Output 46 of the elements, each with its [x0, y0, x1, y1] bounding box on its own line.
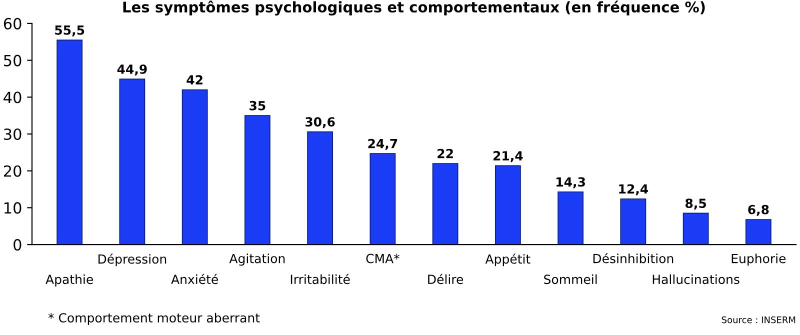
bar [432, 163, 458, 245]
data-label: 44,9 [117, 64, 147, 76]
data-label: 6,8 [748, 204, 769, 216]
source-note: Source : INSERM [722, 316, 796, 324]
data-label: 21,4 [494, 151, 523, 162]
data-label: 24,7 [368, 138, 398, 150]
x-tick-label: Appétit [485, 254, 530, 266]
data-label: 42 [186, 75, 202, 84]
x-tick-label: Anxiété [171, 274, 218, 284]
x-tick-label: Irritabilité [290, 274, 350, 284]
bar [56, 40, 83, 245]
bar [244, 115, 270, 245]
x-tick-label: Sommeil [544, 274, 597, 284]
bar [620, 198, 646, 245]
data-label: 8,5 [685, 198, 706, 210]
x-tick-label: Désinhibition [593, 253, 674, 264]
text: * Comportement moteur aberrant [48, 312, 260, 325]
x-tick-label: Dépression [98, 254, 166, 266]
x-tick-label: Agitation [229, 254, 285, 266]
x-tick-label: Euphorie [732, 254, 786, 266]
x-tick-label: Hallucinations [652, 274, 740, 284]
y-tick-label: 50 [4, 54, 22, 66]
bar [682, 212, 709, 245]
data-label: 30,6 [305, 117, 335, 128]
bar [370, 153, 396, 245]
x-tick-label: CMA* [366, 254, 400, 264]
data-label: 55,5 [55, 26, 84, 36]
y-tick-label: 40 [4, 92, 22, 104]
bar [745, 219, 772, 245]
x-tick-label: Apathie [46, 274, 93, 287]
y-tick-label: 0 [14, 239, 22, 251]
bar [182, 89, 208, 245]
y-tick-label: 60 [4, 18, 22, 30]
bar [119, 78, 146, 245]
y-tick-label: 10 [4, 202, 22, 214]
data-label: 12,4 [619, 184, 648, 196]
chart-title: Les symptômes psychologiques et comportementaux (en fréquence %) [123, 0, 705, 16]
y-tick-label: 20 [4, 165, 22, 177]
data-label: 22 [438, 148, 453, 158]
data-label: 35 [250, 100, 266, 110]
bar [307, 131, 334, 245]
bar [558, 191, 584, 245]
x-tick-label: Délire [428, 274, 464, 284]
data-label: 14,3 [556, 177, 585, 188]
bar [494, 165, 521, 245]
y-tick-label: 30 [4, 128, 22, 140]
